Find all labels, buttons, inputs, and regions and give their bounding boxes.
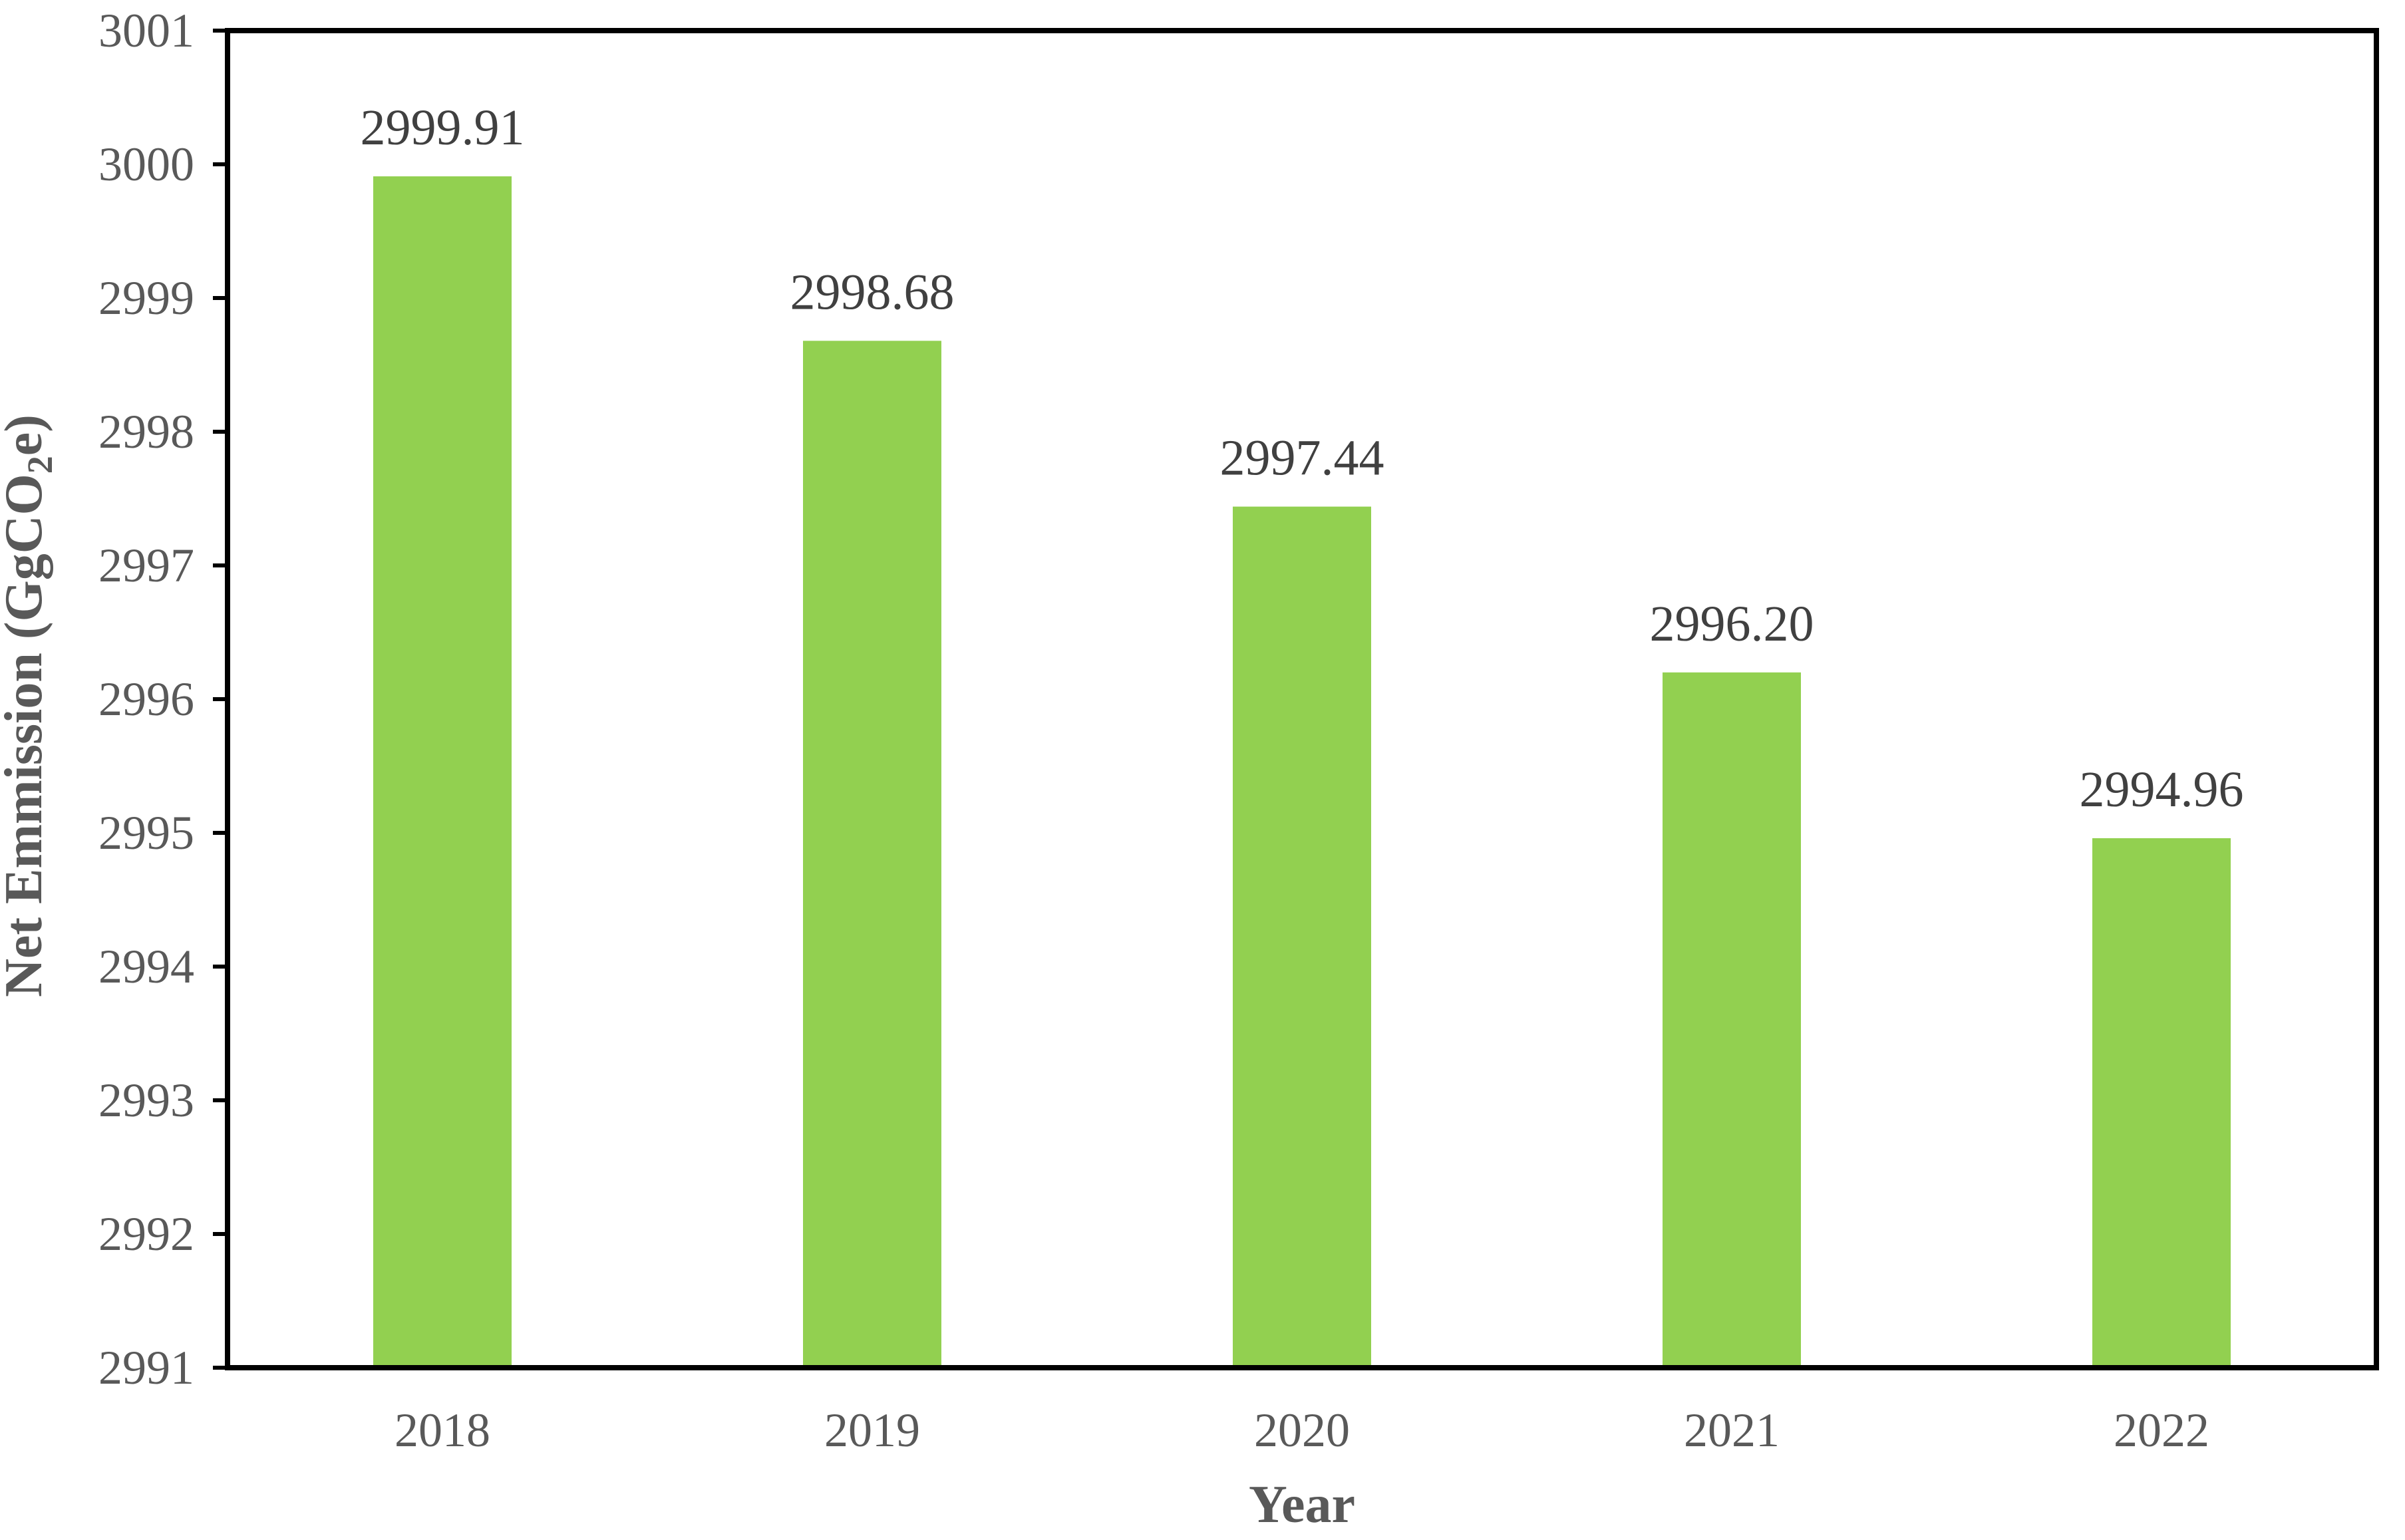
y-tick-label: 2991 (98, 1341, 194, 1394)
y-tick-label: 3001 (98, 4, 194, 57)
x-tick-label: 2019 (824, 1404, 920, 1457)
y-axis-title: Net Emmission (GgCO2e) (0, 414, 60, 997)
x-tick-label: 2021 (1684, 1404, 1780, 1457)
y-tick-label: 2993 (98, 1074, 194, 1127)
data-label-2020: 2997.44 (1220, 430, 1384, 486)
y-tick-label: 2997 (98, 539, 194, 592)
y-axis-title-suffix: e) (0, 414, 53, 456)
x-tick-label: 2018 (395, 1404, 490, 1457)
y-tick-label: 2996 (98, 673, 194, 726)
y-tick-label: 2995 (98, 806, 194, 859)
bars (373, 176, 2231, 1368)
y-tick-label: 2998 (98, 405, 194, 458)
x-tick-label: 2020 (1254, 1404, 1350, 1457)
x-tick-label: 2022 (2114, 1404, 2209, 1457)
y-tick-label: 2994 (98, 940, 194, 993)
data-label-2018: 2999.91 (361, 100, 525, 156)
y-tick-label: 2992 (98, 1207, 194, 1261)
x-axis-ticks: 2018 2019 2020 2021 2022 (395, 1404, 2209, 1457)
data-label-2022: 2994.96 (2080, 762, 2244, 818)
bar-2021 (1663, 672, 1801, 1368)
plot-area-frame (225, 28, 2379, 1370)
x-axis-title: Year (1249, 1475, 1355, 1534)
bar-2018 (373, 176, 512, 1368)
data-labels: 2999.91 2998.68 2997.44 2996.20 2994.96 (361, 100, 2244, 818)
bar-2022 (2092, 838, 2231, 1368)
y-tick-label: 3000 (98, 138, 194, 191)
y-tick-label: 2999 (98, 271, 194, 325)
data-label-2021: 2996.20 (1650, 596, 1814, 652)
bar-2020 (1233, 506, 1371, 1368)
data-label-2019: 2998.68 (790, 264, 955, 320)
y-axis-title-subscript: 2 (20, 456, 60, 474)
y-axis-title-main: Net Emmission (GgCO (0, 474, 53, 997)
bar-2019 (803, 341, 941, 1368)
y-axis-ticks: 2991 2992 2993 2994 2995 2996 2997 2998 2999 3000… (98, 4, 228, 1394)
